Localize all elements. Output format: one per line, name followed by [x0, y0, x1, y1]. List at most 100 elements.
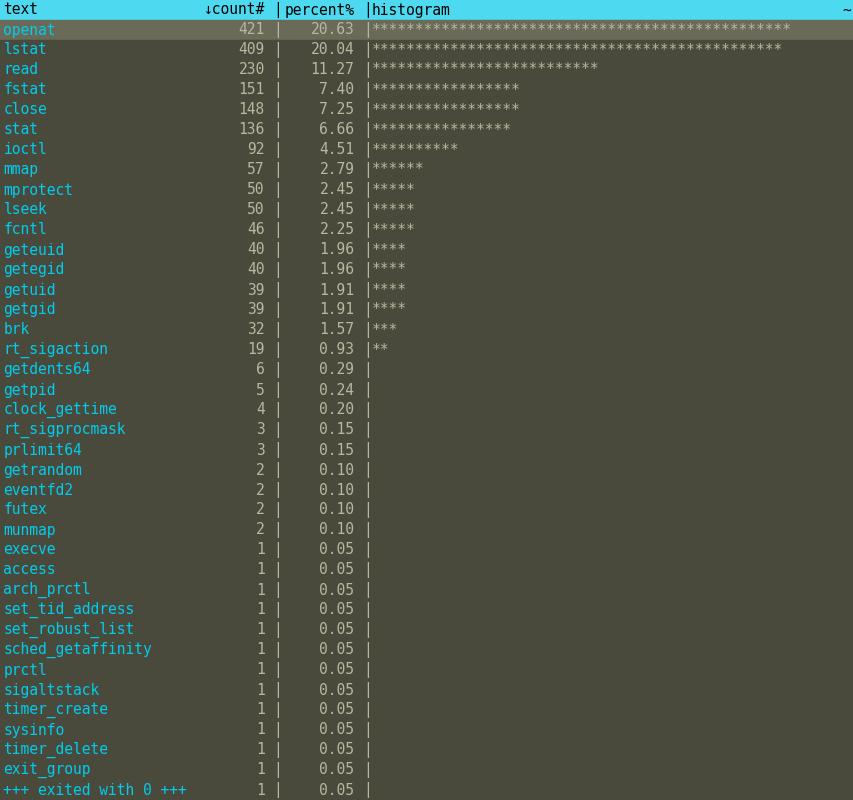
Text: |: |: [363, 222, 371, 238]
Text: prlimit64: prlimit64: [3, 442, 82, 458]
Bar: [0, 340, 853, 360]
Bar: [0, 680, 853, 700]
Text: |: |: [363, 562, 371, 578]
Text: |: |: [273, 242, 281, 258]
Text: mmap: mmap: [3, 162, 38, 178]
Bar: [0, 380, 853, 400]
Text: 1: 1: [256, 582, 264, 598]
Text: 6.66: 6.66: [319, 122, 354, 138]
Text: |: |: [273, 362, 281, 378]
Text: |: |: [273, 142, 281, 158]
Text: 40: 40: [247, 262, 264, 278]
Text: |: |: [363, 322, 371, 338]
Text: 1: 1: [256, 562, 264, 578]
Text: |: |: [363, 502, 371, 518]
Text: 1: 1: [256, 782, 264, 798]
Text: 0.05: 0.05: [319, 742, 354, 758]
Text: 0.05: 0.05: [319, 682, 354, 698]
Text: futex: futex: [3, 502, 47, 518]
Bar: [0, 180, 853, 200]
Text: *****************: *****************: [371, 102, 519, 118]
Text: 1: 1: [256, 702, 264, 718]
Text: 19: 19: [247, 342, 264, 358]
Text: |: |: [363, 642, 371, 658]
Text: ***********************************************: ****************************************…: [371, 42, 782, 58]
Text: |: |: [363, 662, 371, 678]
Text: fcntl: fcntl: [3, 222, 47, 238]
Text: |: |: [363, 182, 371, 198]
Text: 4.51: 4.51: [319, 142, 354, 158]
Text: |: |: [273, 762, 281, 778]
Text: ****: ****: [371, 242, 406, 258]
Text: |: |: [273, 622, 281, 638]
Text: |: |: [273, 202, 281, 218]
Bar: [0, 40, 853, 60]
Bar: [0, 560, 853, 580]
Text: 136: 136: [238, 122, 264, 138]
Text: set_tid_address: set_tid_address: [3, 602, 135, 618]
Bar: [0, 120, 853, 140]
Text: ****: ****: [371, 282, 406, 298]
Text: |: |: [363, 302, 371, 318]
Text: |: |: [273, 782, 281, 798]
Bar: [0, 320, 853, 340]
Text: |: |: [273, 102, 281, 118]
Text: 46: 46: [247, 222, 264, 238]
Bar: [0, 300, 853, 320]
Text: 39: 39: [247, 302, 264, 318]
Text: |: |: [363, 362, 371, 378]
Text: 0.15: 0.15: [319, 442, 354, 458]
Text: |: |: [363, 82, 371, 98]
Bar: [0, 660, 853, 680]
Text: |: |: [363, 162, 371, 178]
Text: |: |: [273, 582, 281, 598]
Text: 1: 1: [256, 542, 264, 558]
Text: stat: stat: [3, 122, 38, 138]
Text: |: |: [273, 62, 281, 78]
Text: ************************************************: ****************************************…: [371, 22, 791, 38]
Text: |: |: [273, 542, 281, 558]
Text: 0.10: 0.10: [319, 502, 354, 518]
Text: |: |: [363, 2, 371, 18]
Text: |: |: [273, 322, 281, 338]
Text: *****: *****: [371, 222, 415, 238]
Text: 0.05: 0.05: [319, 582, 354, 598]
Bar: [0, 760, 853, 780]
Bar: [0, 200, 853, 220]
Text: 2: 2: [256, 522, 264, 538]
Bar: [0, 420, 853, 440]
Text: |: |: [363, 582, 371, 598]
Text: |: |: [363, 122, 371, 138]
Text: sigaltstack: sigaltstack: [3, 682, 100, 698]
Text: 0.05: 0.05: [319, 762, 354, 778]
Bar: [0, 500, 853, 520]
Text: |: |: [273, 462, 281, 478]
Text: 1: 1: [256, 682, 264, 698]
Text: |: |: [273, 82, 281, 98]
Text: 0.05: 0.05: [319, 622, 354, 638]
Text: |: |: [363, 382, 371, 398]
Text: ↓count#: ↓count#: [203, 2, 264, 18]
Text: rt_sigprocmask: rt_sigprocmask: [3, 422, 125, 438]
Text: fstat: fstat: [3, 82, 47, 98]
Text: |: |: [363, 702, 371, 718]
Text: 5: 5: [256, 382, 264, 398]
Bar: [0, 400, 853, 420]
Text: |: |: [273, 2, 281, 18]
Text: 0.05: 0.05: [319, 642, 354, 658]
Text: |: |: [273, 402, 281, 418]
Text: 0.05: 0.05: [319, 782, 354, 798]
Text: getrandom: getrandom: [3, 462, 82, 478]
Text: **********: **********: [371, 142, 458, 158]
Text: |: |: [363, 22, 371, 38]
Bar: [0, 60, 853, 80]
Text: 0.10: 0.10: [319, 462, 354, 478]
Text: |: |: [363, 342, 371, 358]
Bar: [0, 360, 853, 380]
Text: 1: 1: [256, 622, 264, 638]
Text: openat: openat: [3, 22, 55, 38]
Text: |: |: [273, 682, 281, 698]
Text: |: |: [363, 762, 371, 778]
Text: exit_group: exit_group: [3, 762, 90, 778]
Text: |: |: [273, 262, 281, 278]
